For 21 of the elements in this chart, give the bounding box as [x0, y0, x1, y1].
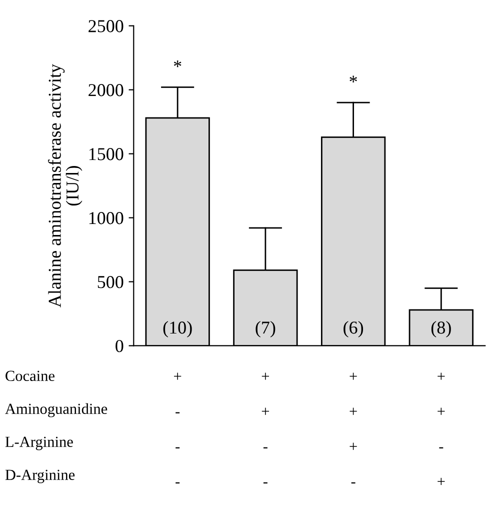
y-tick-label: 1000 [89, 212, 124, 224]
text: Cocaine [6, 370, 54, 382]
text: Aminoguanidine [5, 403, 108, 418]
category-label: + + - + [438, 372, 445, 485]
category-label: + + + - [350, 372, 357, 484]
annotation: * [174, 60, 182, 68]
annotation: (7) [256, 321, 276, 338]
annotation: (8) [431, 321, 451, 338]
text: D-Arginine [5, 470, 75, 484]
text: L-Arginine [5, 436, 73, 450]
y-axis-title: Alanine aminotransferase activity (IU/l) [48, 64, 82, 308]
y-tick-label: 2000 [88, 84, 124, 96]
y-tick-label: 2500 [88, 20, 124, 32]
category-label: + + - - [262, 372, 270, 484]
annotation: * [350, 76, 357, 82]
annotation: (10) [163, 321, 192, 338]
y-tick-label: 500 [98, 276, 124, 288]
y-tick-label: 0 [116, 340, 124, 352]
annotation: (6) [344, 321, 364, 338]
category-label: + - - - [174, 372, 182, 484]
y-tick-label: 1500 [89, 148, 124, 160]
